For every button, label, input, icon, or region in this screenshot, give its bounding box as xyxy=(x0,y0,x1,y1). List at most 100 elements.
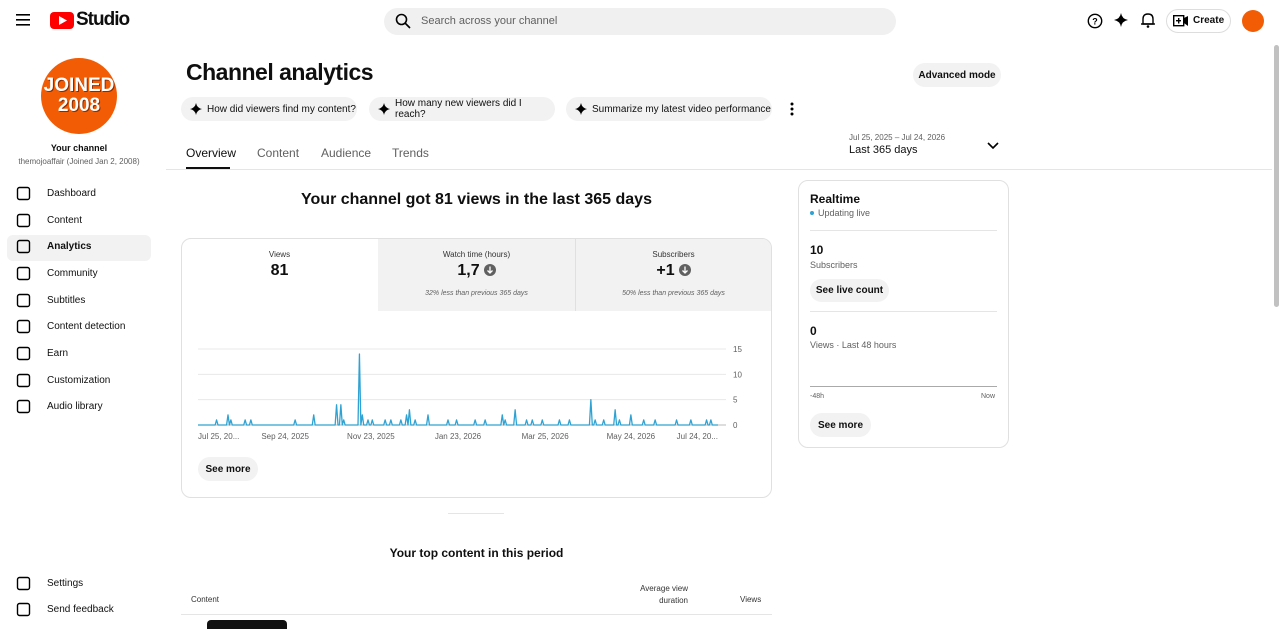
search-icon xyxy=(395,13,411,29)
account-avatar[interactable] xyxy=(1242,10,1264,32)
live-dot xyxy=(810,211,814,215)
nav-icon xyxy=(16,239,31,254)
period-dropdown[interactable] xyxy=(987,142,999,150)
icon-shape xyxy=(16,213,31,228)
x-tick-label: Jul 25, 20... xyxy=(198,432,239,441)
metric-note: 32% less than previous 365 days xyxy=(425,290,528,297)
more-icon[interactable] xyxy=(789,101,795,117)
top-content-title: Your top content in this period xyxy=(389,546,564,560)
divider xyxy=(448,513,504,514)
tab[interactable]: Audience xyxy=(321,146,372,160)
table-header: Views xyxy=(740,595,762,604)
nav-item[interactable]: Subtitles xyxy=(47,295,86,306)
metric-label: Views xyxy=(268,250,291,259)
nav-item[interactable]: Content detection xyxy=(47,321,126,332)
spark-icon[interactable] xyxy=(1114,13,1128,27)
metric-tile[interactable]: Watch time (hours) 1,7 32% less than previ… xyxy=(378,238,575,311)
divider xyxy=(166,169,1272,170)
metric-value: +1 xyxy=(575,262,772,280)
icon-shape xyxy=(16,266,31,281)
nav-item[interactable]: Customization xyxy=(47,375,111,386)
realtime-title: Realtime xyxy=(810,192,861,206)
icon-shape xyxy=(378,103,390,115)
tab[interactable]: Overview xyxy=(186,146,237,160)
overview-card xyxy=(181,238,772,498)
menu-icon[interactable] xyxy=(16,13,32,27)
spark-icon xyxy=(190,103,202,115)
metric-value-text: 81 xyxy=(270,262,289,279)
table-header: Content xyxy=(191,595,220,604)
icon-shape xyxy=(16,373,31,388)
icon-shape xyxy=(16,602,31,617)
nav-item[interactable]: Earn xyxy=(47,348,69,359)
nav-item[interactable]: Audio library xyxy=(47,401,103,412)
create-button[interactable] xyxy=(1166,9,1231,33)
metric-tile[interactable]: Subscribers +1 50% less than previous 365 … xyxy=(575,238,772,311)
search-box[interactable] xyxy=(384,8,896,35)
views-line xyxy=(198,353,718,426)
nav-item[interactable]: Dashboard xyxy=(47,188,96,199)
nav-icon xyxy=(16,373,31,388)
spark-icon xyxy=(378,103,390,115)
x-tick-label: Mar 25, 2026 xyxy=(522,432,570,441)
metric-value: 1,7 xyxy=(378,262,575,280)
icon-shape xyxy=(16,239,31,254)
icon-shape xyxy=(681,266,688,274)
advanced-mode-button[interactable]: Advanced mode xyxy=(913,63,1001,87)
nav-item[interactable]: Send feedback xyxy=(47,604,114,615)
realtime-axis-start: -48h xyxy=(810,393,825,400)
metric-label: Subscribers xyxy=(652,250,695,259)
help-icon[interactable]: ? xyxy=(1087,13,1103,29)
icon-shape xyxy=(16,319,31,334)
icon-shape xyxy=(16,346,31,361)
channel-name: themojoaffair (Joined Jan 2, 2008) xyxy=(18,157,140,166)
page-title: Channel analytics xyxy=(186,59,374,85)
tab[interactable]: Trends xyxy=(392,146,429,160)
spark-icon xyxy=(575,103,587,115)
nav-icon xyxy=(16,346,31,361)
divider xyxy=(810,311,997,312)
nav-item[interactable]: Community xyxy=(47,268,98,279)
tab[interactable]: Content xyxy=(257,146,300,160)
x-tick-label: May 24, 2026 xyxy=(607,432,656,441)
create-icon xyxy=(1173,15,1188,27)
realtime-see-more[interactable]: See more xyxy=(810,413,871,437)
metric-label: Watch time (hours) xyxy=(442,250,511,259)
divider xyxy=(181,614,772,615)
down-icon xyxy=(678,264,691,276)
suggestion-chip[interactable]: Summarize my latest video performance xyxy=(566,97,772,121)
icon-shape xyxy=(190,103,202,115)
subscribers-value: 10 xyxy=(810,243,824,257)
subscribers-label: Subscribers xyxy=(810,260,858,270)
realtime-axis xyxy=(810,386,997,387)
headline: Your channel got 81 views in the last 36… xyxy=(301,191,652,208)
x-tick-label: Jan 23, 2026 xyxy=(435,432,482,441)
bell-icon[interactable] xyxy=(1141,12,1155,28)
suggestion-chip[interactable]: How many new viewers did I reach? xyxy=(369,97,555,121)
icon-shape xyxy=(16,186,31,201)
nav-active-bg xyxy=(7,235,151,261)
svg-text:?: ? xyxy=(1092,17,1098,27)
nav-icon xyxy=(16,399,31,414)
nav-item[interactable]: Analytics xyxy=(47,241,92,252)
x-tick-label: Nov 23, 2025 xyxy=(347,432,395,441)
video-thumbnail[interactable] xyxy=(207,620,287,629)
realtime-axis-end: Now xyxy=(981,393,996,400)
channel-avatar[interactable]: JOINED 2008 xyxy=(41,58,117,134)
search-placeholder: Search across your channel xyxy=(421,15,558,27)
create-label: Create xyxy=(1193,15,1225,26)
y-tick-label: 0 xyxy=(733,421,738,430)
metric-tile[interactable]: Views 81 xyxy=(181,238,378,311)
see-more-button[interactable]: See more xyxy=(198,457,258,481)
table-header: Average view duration xyxy=(640,584,688,605)
period: Last 365 days xyxy=(849,144,918,156)
suggestion-chip[interactable]: How did viewers find my content? xyxy=(181,97,357,121)
nav-icon xyxy=(16,319,31,334)
see-live-button[interactable]: See live count xyxy=(810,279,889,302)
x-tick-label: Jul 24, 20... xyxy=(677,432,718,441)
nav-item[interactable]: Settings xyxy=(47,578,84,589)
icon-shape xyxy=(486,266,493,274)
nav-item[interactable]: Content xyxy=(47,215,83,226)
views-chart: 0 5 10 15 Jul 25, 20... Sep 24, 2025 Nov 23, 2… xyxy=(198,345,742,441)
